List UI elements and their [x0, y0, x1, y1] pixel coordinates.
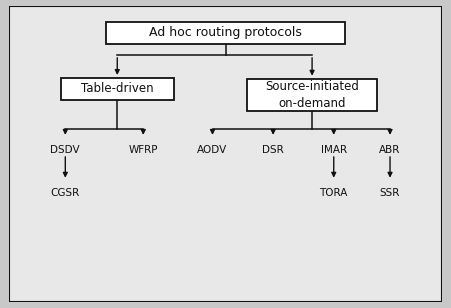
Text: DSDV: DSDV	[51, 145, 80, 155]
Text: CGSR: CGSR	[51, 188, 80, 198]
FancyBboxPatch shape	[9, 6, 442, 302]
FancyBboxPatch shape	[106, 22, 345, 44]
Text: Ad hoc routing protocols: Ad hoc routing protocols	[149, 26, 302, 39]
Text: DSR: DSR	[262, 145, 284, 155]
Text: Table-driven: Table-driven	[81, 83, 154, 95]
FancyBboxPatch shape	[61, 78, 174, 100]
Text: SSR: SSR	[380, 188, 400, 198]
Text: TORA: TORA	[320, 188, 348, 198]
Text: AODV: AODV	[198, 145, 228, 155]
FancyBboxPatch shape	[247, 79, 377, 111]
Text: WFRP: WFRP	[129, 145, 158, 155]
Text: Source-initiated
on-demand: Source-initiated on-demand	[265, 80, 359, 110]
Text: ABR: ABR	[379, 145, 400, 155]
Text: IMAR: IMAR	[321, 145, 347, 155]
